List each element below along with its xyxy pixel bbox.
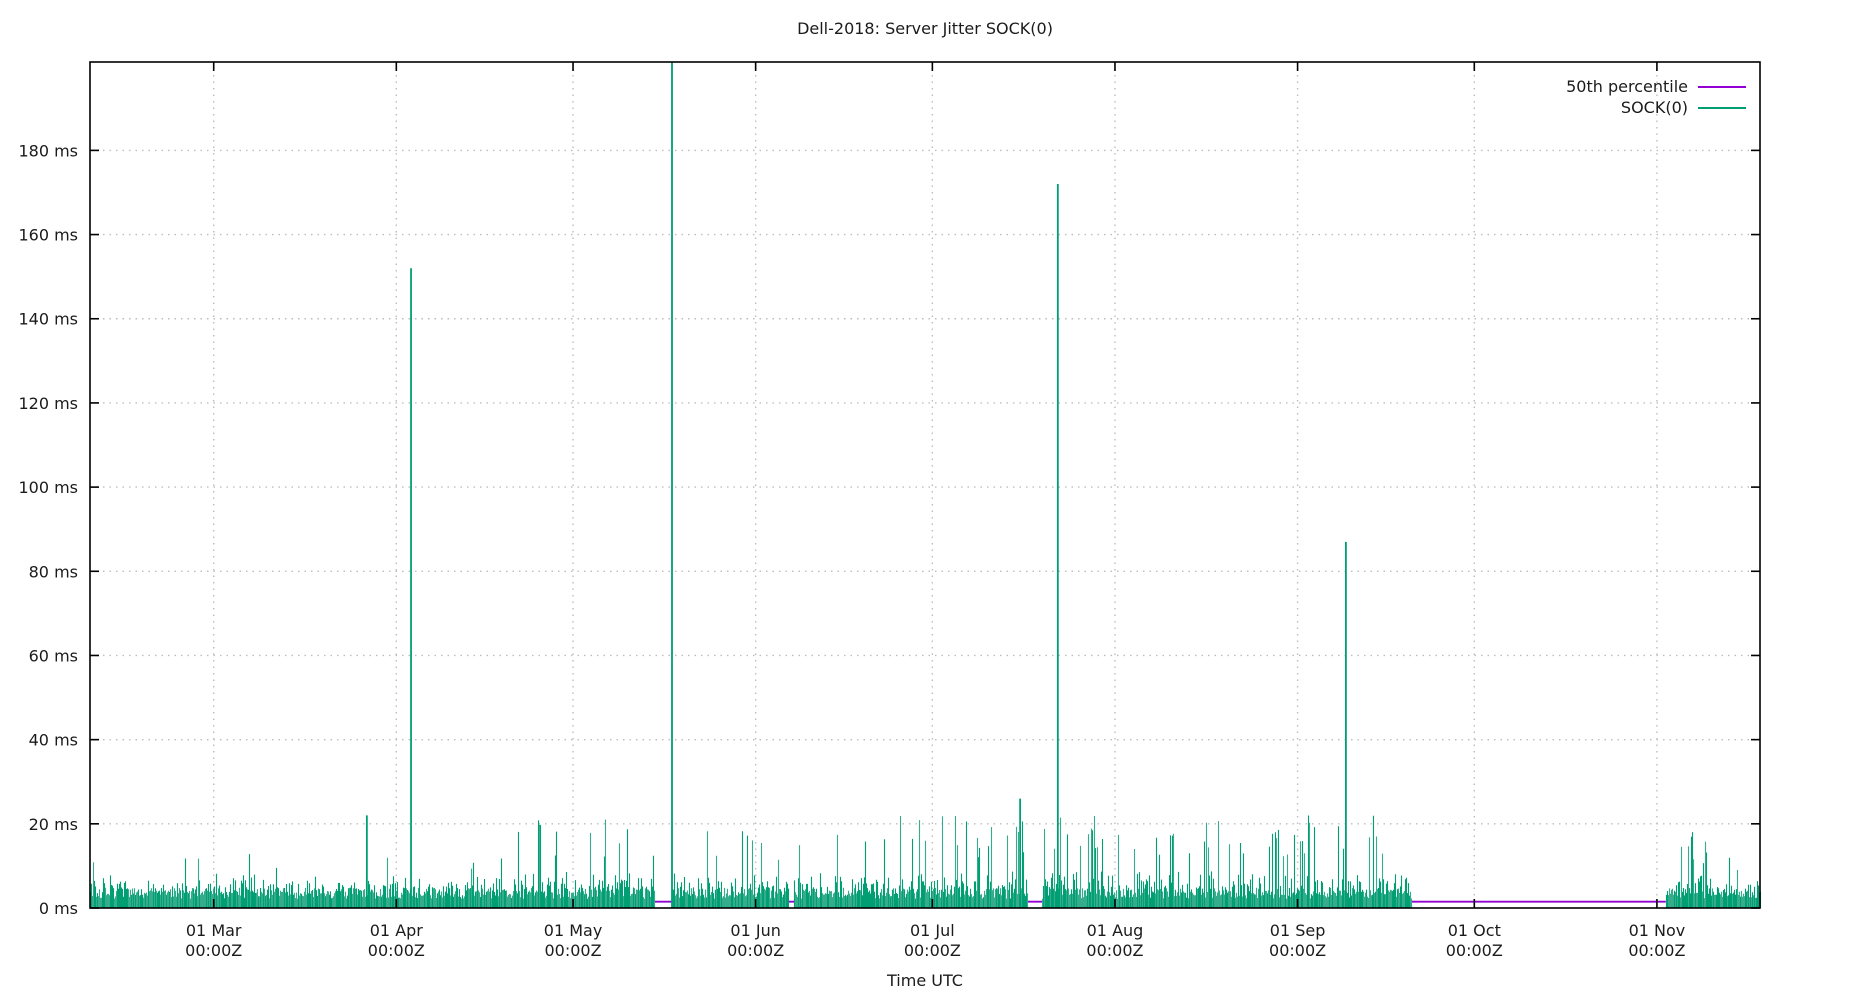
- x-tick-label-date: 01 Mar: [186, 921, 242, 940]
- series-layer: [89, 62, 1762, 908]
- legend-item-sock0: SOCK(0): [1621, 98, 1746, 117]
- legend-label-50th-percentile: 50th percentile: [1566, 77, 1688, 96]
- x-tick-label-date: 01 Jul: [910, 921, 955, 940]
- x-tick-label-time: 00:00Z: [904, 941, 961, 960]
- y-tick-label: 60 ms: [29, 646, 78, 665]
- x-tick-label-time: 00:00Z: [1269, 941, 1326, 960]
- series-sock0-impulses-light: [91, 816, 1762, 908]
- legend-label-sock0: SOCK(0): [1621, 98, 1688, 117]
- y-tick-label: 140 ms: [18, 310, 78, 329]
- y-tick-label: 100 ms: [18, 478, 78, 497]
- legend: 50th percentile SOCK(0): [1566, 77, 1746, 117]
- y-tick-label: 160 ms: [18, 226, 78, 245]
- x-tick-label-time: 00:00Z: [544, 941, 601, 960]
- x-tick-label-time: 00:00Z: [368, 941, 425, 960]
- y-tick-label: 120 ms: [18, 394, 78, 413]
- x-axis-title: Time UTC: [886, 971, 963, 990]
- x-tick-label-date: 01 May: [544, 921, 603, 940]
- plot-border: [89, 61, 1761, 909]
- x-tick-label-date: 01 Apr: [370, 921, 424, 940]
- series-sock0-impulses: [89, 815, 1760, 908]
- y-tick-label: 80 ms: [29, 562, 78, 581]
- x-tick-label-date: 01 Aug: [1087, 921, 1144, 940]
- x-tick-label-date: 01 Sep: [1270, 921, 1326, 940]
- x-tick-label-date: 01 Nov: [1629, 921, 1686, 940]
- x-tick-label-time: 00:00Z: [727, 941, 784, 960]
- x-tick-label-time: 00:00Z: [185, 941, 242, 960]
- chart-title: Dell-2018: Server Jitter SOCK(0): [797, 19, 1053, 38]
- x-tick-label-time: 00:00Z: [1086, 941, 1143, 960]
- gridlines: [90, 62, 1760, 908]
- y-tick-label: 0 ms: [39, 899, 78, 918]
- plot-frame: [89, 61, 1761, 909]
- tick-labels: 0 ms 20 ms 40 ms 60 ms 80 ms 100 ms 120 ms 140 …: [18, 141, 1685, 960]
- x-tick-label-time: 00:00Z: [1628, 941, 1685, 960]
- y-tick-label: 40 ms: [29, 731, 78, 750]
- x-tick-label-date: 01 Jun: [730, 921, 780, 940]
- legend-item-50th-percentile: 50th percentile: [1566, 77, 1746, 96]
- x-tick-label-date: 01 Oct: [1448, 921, 1501, 940]
- y-tick-label: 180 ms: [18, 141, 78, 160]
- y-tick-label: 20 ms: [29, 815, 78, 834]
- x-tick-label-time: 00:00Z: [1446, 941, 1503, 960]
